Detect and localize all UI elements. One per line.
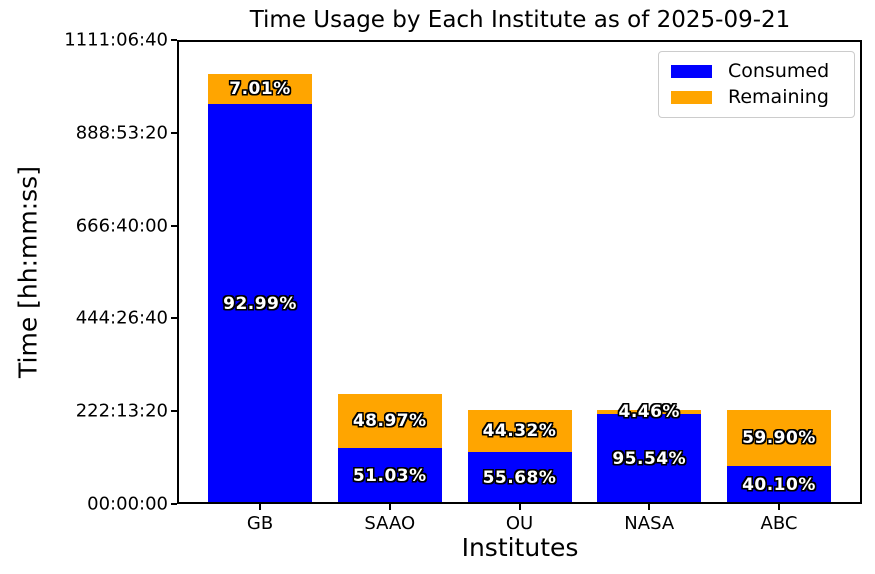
y-tick-mark [171, 317, 177, 320]
legend: Consumed Remaining [658, 51, 855, 118]
bar-consumed-segment [337, 447, 442, 504]
legend-entry-consumed: Consumed [671, 59, 842, 82]
x-tick-mark [518, 504, 521, 510]
bar-consumed-pct-label: 55.68% [482, 467, 557, 488]
legend-label-consumed: Consumed [728, 59, 830, 82]
y-tick-label: 1111:06:40 [64, 29, 168, 51]
bar-remaining-pct-label: 4.46% [618, 402, 680, 423]
y-tick-mark [171, 503, 177, 505]
bar-remaining-segment [726, 410, 831, 467]
y-tick-label: 222:13:20 [75, 400, 168, 422]
bar-remaining-segment [597, 410, 702, 415]
y-tick-mark [171, 410, 177, 413]
x-tick-label: ABC [760, 513, 798, 534]
bar-remaining-pct-label: 7.01% [229, 78, 291, 99]
bar-remaining-segment [208, 73, 313, 104]
bar-consumed-segment [597, 414, 702, 504]
bar-consumed-pct-label: 40.10% [742, 475, 816, 496]
bar-consumed-pct-label: 92.99% [223, 294, 297, 314]
chart-title: Time Usage by Each Institute as of 2025-… [249, 7, 791, 33]
legend-swatch-consumed [671, 64, 712, 78]
bar-remaining-segment [467, 410, 572, 452]
y-tick-mark [171, 131, 177, 134]
bar-remaining-segment [337, 393, 442, 448]
y-tick-mark [171, 224, 177, 227]
legend-entry-remaining: Remaining [671, 88, 842, 107]
x-tick-mark [388, 504, 391, 510]
bar-consumed-segment [726, 466, 831, 504]
x-axis-label: Institutes [461, 533, 579, 562]
bar-consumed-segment [467, 451, 572, 504]
bar-consumed-pct-label: 95.54% [612, 449, 687, 470]
x-tick-label: GB [246, 513, 274, 534]
legend-swatch-remaining [671, 91, 712, 105]
x-tick-mark [259, 504, 262, 510]
x-tick-mark [648, 504, 651, 510]
y-tick-mark [171, 39, 177, 41]
x-tick-label: SAAO [364, 513, 416, 534]
y-tick-label: 444:26:40 [75, 307, 168, 329]
x-tick-label: OU [505, 513, 534, 534]
bar-consumed-segment [208, 104, 313, 504]
bar-consumed-pct-label: 51.03% [352, 465, 427, 486]
y-tick-label: 666:40:00 [75, 215, 168, 237]
bar-remaining-pct-label: 44.32% [482, 420, 557, 441]
y-tick-label: 00:00:00 [87, 493, 168, 515]
bar-remaining-pct-label: 48.97% [352, 410, 427, 431]
bar-remaining-pct-label: 59.90% [742, 428, 816, 449]
y-axis-label: Time [hh:mm:ss] [13, 166, 43, 378]
x-tick-label: NASA [624, 513, 675, 534]
x-tick-mark [777, 504, 780, 510]
legend-label-remaining: Remaining [728, 86, 829, 109]
y-tick-label: 888:53:20 [75, 122, 168, 144]
